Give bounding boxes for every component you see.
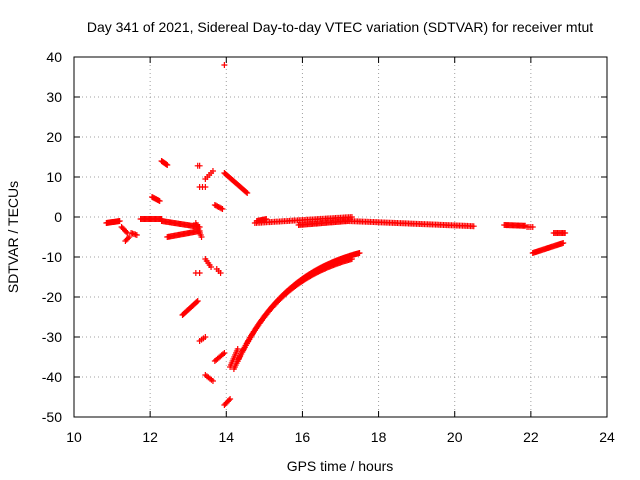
x-tick-label: 10 xyxy=(66,429,82,445)
data-point xyxy=(198,234,205,240)
data-point xyxy=(225,397,232,404)
data-points xyxy=(103,62,569,408)
axis-ticks xyxy=(73,56,608,418)
y-tick-label: 30 xyxy=(46,89,62,105)
chart-title: Day 341 of 2021, Sidereal Day-to-day VTE… xyxy=(87,19,593,35)
data-point xyxy=(219,206,226,212)
y-tick-label: -10 xyxy=(42,249,62,265)
y-tick-label: 40 xyxy=(46,49,62,65)
data-point xyxy=(209,378,216,384)
data-point xyxy=(220,351,227,358)
data-point xyxy=(348,256,355,262)
data-point xyxy=(529,224,536,230)
y-tick-label: 0 xyxy=(54,209,62,225)
y-tick-label: 10 xyxy=(46,169,62,185)
data-point xyxy=(156,198,163,204)
x-tick-label: 22 xyxy=(523,429,539,445)
x-tick-labels: 10 12 14 16 18 20 22 24 xyxy=(66,429,615,445)
data-point xyxy=(202,334,209,340)
data-point xyxy=(470,223,477,230)
data-point xyxy=(221,62,228,68)
data-point xyxy=(218,205,225,212)
x-tick-label: 20 xyxy=(447,429,463,445)
y-tick-label: -20 xyxy=(42,289,62,305)
data-point xyxy=(560,240,567,246)
data-point xyxy=(133,232,140,238)
x-tick-label: 16 xyxy=(295,429,311,445)
data-point xyxy=(202,184,209,190)
y-tick-labels: -50 -40 -30 -20 -10 0 10 20 30 40 xyxy=(42,49,62,425)
data-point xyxy=(209,168,216,174)
data-point xyxy=(193,298,200,305)
data-point xyxy=(196,162,203,169)
data-point xyxy=(164,162,171,168)
data-point xyxy=(208,264,215,270)
y-tick-label: 20 xyxy=(46,129,62,145)
data-point xyxy=(123,228,130,235)
plot-frame xyxy=(73,56,608,418)
data-point xyxy=(217,270,224,276)
data-point xyxy=(221,350,228,356)
data-point xyxy=(356,250,363,256)
data-point xyxy=(227,396,234,402)
y-tick-label: -50 xyxy=(42,409,62,425)
data-point xyxy=(194,298,201,304)
data-point xyxy=(234,346,241,352)
x-tick-label: 12 xyxy=(142,429,158,445)
data-point xyxy=(348,214,355,220)
data-point xyxy=(243,189,250,196)
data-point xyxy=(124,235,131,242)
x-axis-label: GPS time / hours xyxy=(287,458,394,474)
y-tick-label: -40 xyxy=(42,369,62,385)
x-tick-label: 14 xyxy=(218,429,234,445)
x-tick-label: 24 xyxy=(599,429,615,445)
x-tick-label: 18 xyxy=(371,429,387,445)
data-point xyxy=(116,218,123,224)
data-point xyxy=(126,234,133,240)
y-axis-label: SDTVAR / TECUs xyxy=(5,181,21,293)
grid-lines xyxy=(74,57,607,417)
data-point xyxy=(244,190,251,196)
data-point xyxy=(562,230,569,236)
y-tick-label: -30 xyxy=(42,329,62,345)
data-point xyxy=(196,270,203,276)
